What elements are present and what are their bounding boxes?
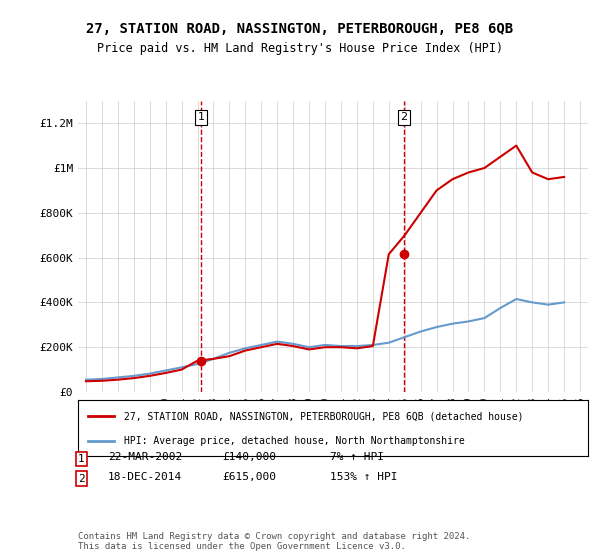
- Text: 27, STATION ROAD, NASSINGTON, PETERBOROUGH, PE8 6QB: 27, STATION ROAD, NASSINGTON, PETERBOROU…: [86, 22, 514, 36]
- Text: 1: 1: [197, 113, 205, 123]
- Text: 18-DEC-2014: 18-DEC-2014: [108, 472, 182, 482]
- Text: 22-MAR-2002: 22-MAR-2002: [108, 452, 182, 463]
- Text: 2: 2: [78, 474, 85, 484]
- Text: HPI: Average price, detached house, North Northamptonshire: HPI: Average price, detached house, Nort…: [124, 436, 464, 446]
- Text: Contains HM Land Registry data © Crown copyright and database right 2024.
This d: Contains HM Land Registry data © Crown c…: [78, 532, 470, 552]
- Text: £140,000: £140,000: [222, 452, 276, 463]
- Text: 153% ↑ HPI: 153% ↑ HPI: [330, 472, 398, 482]
- Text: 2: 2: [401, 113, 407, 123]
- Text: 7% ↑ HPI: 7% ↑ HPI: [330, 452, 384, 463]
- Text: 27, STATION ROAD, NASSINGTON, PETERBOROUGH, PE8 6QB (detached house): 27, STATION ROAD, NASSINGTON, PETERBOROU…: [124, 411, 523, 421]
- Text: £615,000: £615,000: [222, 472, 276, 482]
- Text: Price paid vs. HM Land Registry's House Price Index (HPI): Price paid vs. HM Land Registry's House …: [97, 42, 503, 55]
- Text: 1: 1: [78, 454, 85, 464]
